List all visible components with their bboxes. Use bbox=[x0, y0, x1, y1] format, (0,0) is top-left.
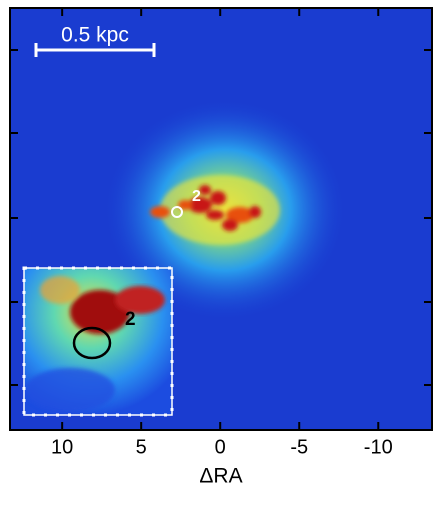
source-label: 2 bbox=[192, 188, 201, 205]
source-marker bbox=[171, 206, 183, 218]
inset bbox=[22, 266, 174, 417]
inset-label: 2 bbox=[125, 309, 136, 330]
clump bbox=[222, 219, 238, 231]
clump bbox=[210, 191, 226, 205]
x-tick-label: -5 bbox=[290, 436, 308, 458]
scale-bar bbox=[34, 43, 156, 57]
x-tick-label: -10 bbox=[364, 436, 393, 458]
scale-label: 0.5 kpc bbox=[61, 24, 129, 47]
clump bbox=[226, 207, 254, 223]
x-axis-label: ΔRA bbox=[199, 465, 242, 488]
clump bbox=[188, 197, 212, 213]
clump bbox=[249, 206, 261, 218]
x-tick-label: 0 bbox=[215, 436, 226, 458]
x-tick-label: 10 bbox=[51, 436, 73, 458]
clump bbox=[206, 210, 224, 220]
clump bbox=[150, 206, 170, 218]
clump bbox=[199, 185, 211, 195]
clump bbox=[178, 200, 192, 210]
x-tick-label: 5 bbox=[136, 436, 147, 458]
y-ticks bbox=[10, 49, 432, 386]
